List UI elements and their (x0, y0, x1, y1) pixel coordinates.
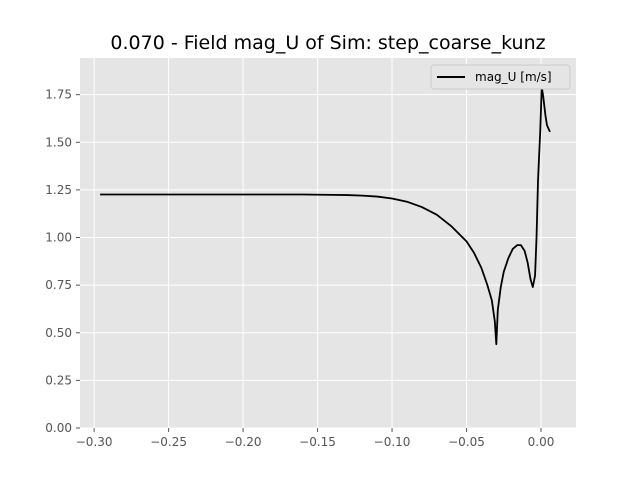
x-tick-label: −0.10 (374, 435, 411, 449)
legend: mag_U [m/s] (430, 64, 571, 90)
x-tick-label: −0.25 (150, 435, 187, 449)
axes: −0.30 −0.25 −0.20 −0.15 −0.10 −0.05 0.00 0.00 0.… (45, 88, 554, 449)
y-tick-label: 1.75 (45, 88, 72, 102)
series-layer (100, 86, 551, 346)
y-tick-label: 1.50 (45, 135, 72, 149)
legend-box (430, 64, 571, 90)
chart-title: 0.070 - Field mag_U of Sim: step_coarse_… (110, 32, 545, 54)
y-tick-label: 0.25 (45, 373, 72, 387)
x-tick-label: 0.00 (528, 435, 555, 449)
y-tick-label: 0.00 (45, 421, 72, 435)
x-tick-label: −0.30 (76, 435, 113, 449)
y-tick-label: 0.75 (45, 278, 72, 292)
plot-area (80, 58, 576, 428)
x-tick-label: −0.15 (299, 435, 336, 449)
x-tick-label: −0.20 (225, 435, 262, 449)
series-line-mag-u (100, 86, 551, 346)
legend-label: mag_U [m/s] (475, 70, 552, 84)
grid (80, 58, 576, 429)
y-tick-label: 0.50 (45, 326, 72, 340)
y-tick-label: 1.25 (45, 183, 72, 197)
y-tick-label: 1.00 (45, 231, 72, 245)
x-tick-label: −0.05 (448, 435, 485, 449)
